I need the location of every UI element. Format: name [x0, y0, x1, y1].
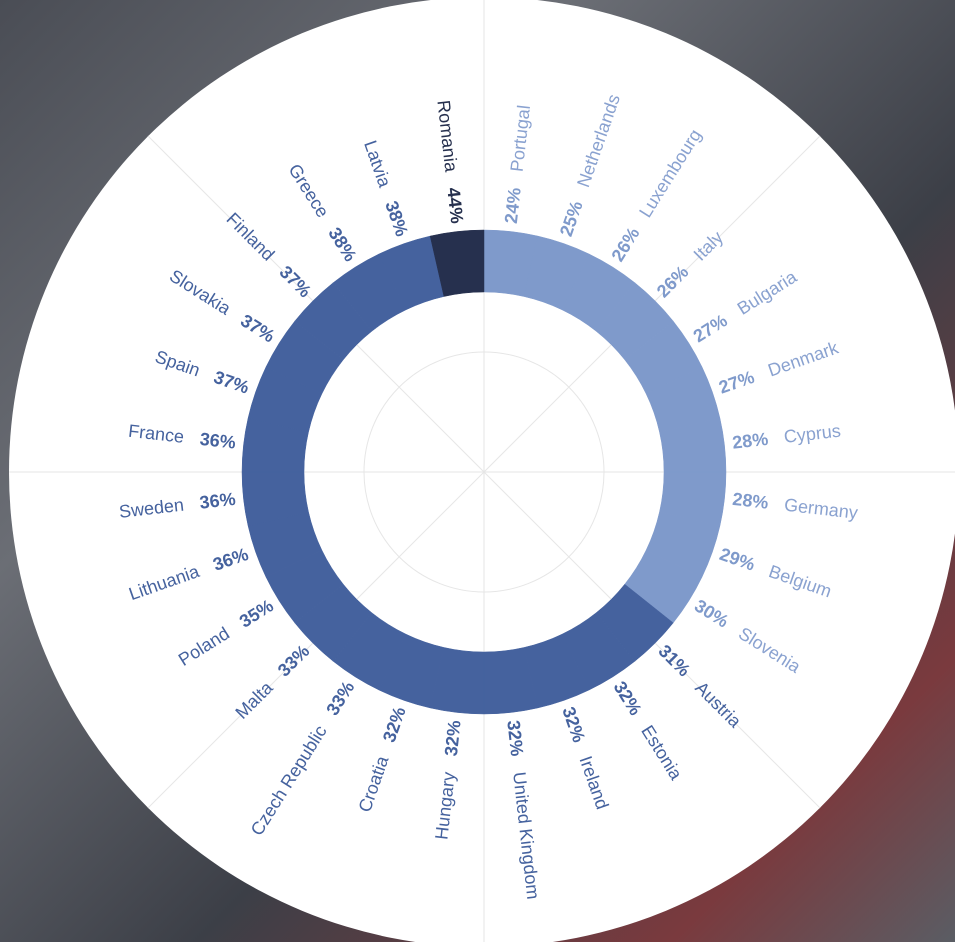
chart: 24%Portugal25%Netherlands26%Luxembourg26… — [0, 0, 955, 942]
value-label: 32% — [441, 719, 465, 757]
value-label: 28% — [731, 429, 769, 453]
value-label: 44% — [443, 187, 467, 225]
value-label: 28% — [731, 489, 769, 513]
value-label: 24% — [501, 187, 525, 225]
value-label: 36% — [199, 489, 237, 513]
value-label: 36% — [199, 429, 237, 453]
value-label: 32% — [503, 719, 527, 757]
